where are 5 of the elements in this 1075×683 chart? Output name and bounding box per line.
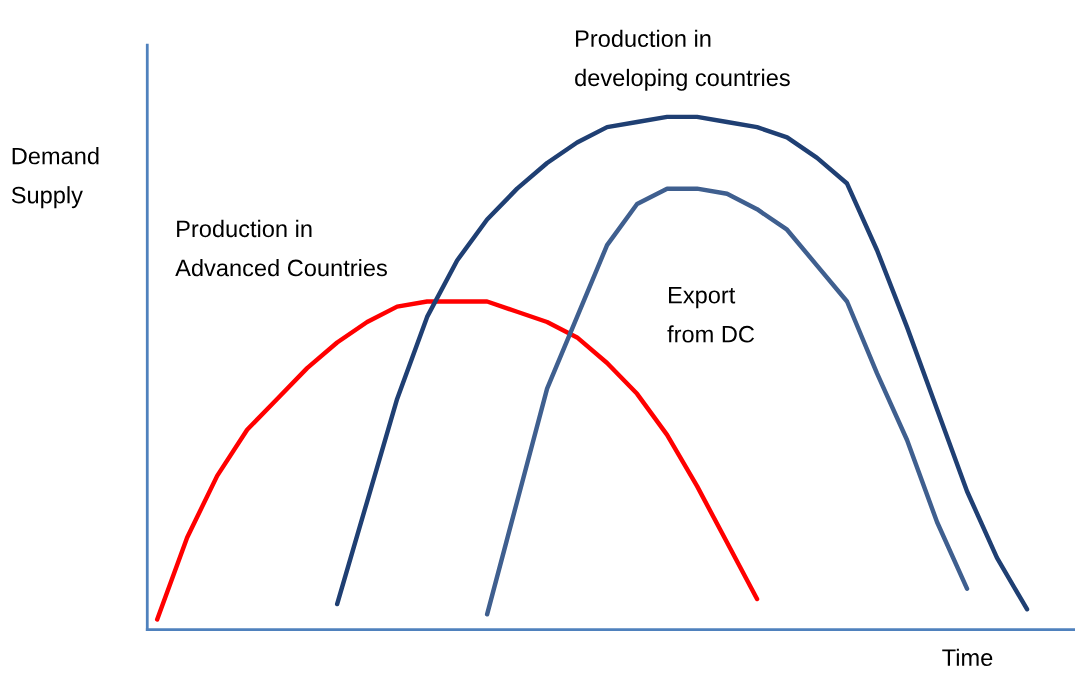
x-axis-title: Time (942, 648, 993, 667)
series-label: Production in developing countries (575, 29, 790, 91)
text: Export from DC (667, 286, 755, 343)
series-label: Production in Advanced Countries (175, 219, 387, 277)
y-axis-title: Demand Supply (11, 147, 99, 209)
